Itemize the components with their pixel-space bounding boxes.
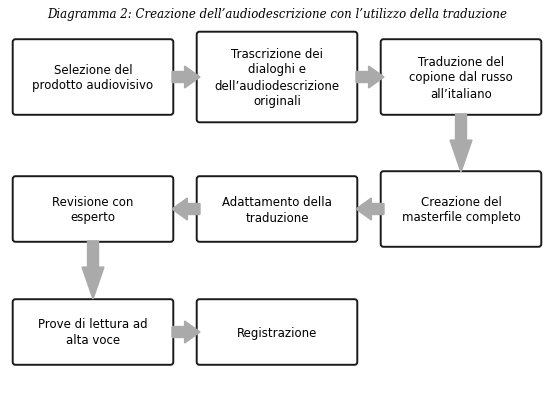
FancyBboxPatch shape xyxy=(381,40,541,115)
FancyBboxPatch shape xyxy=(197,177,357,242)
FancyBboxPatch shape xyxy=(13,177,173,242)
Text: Trascrizione dei
dialoghi e
dell’audiodescrizione
originali: Trascrizione dei dialoghi e dell’audiode… xyxy=(214,47,340,108)
Polygon shape xyxy=(172,67,200,89)
Polygon shape xyxy=(172,321,200,343)
Text: Traduzione del
copione dal russo
all’italiano: Traduzione del copione dal russo all’ita… xyxy=(409,55,513,100)
Polygon shape xyxy=(82,241,104,299)
Polygon shape xyxy=(172,198,200,221)
Text: Registrazione: Registrazione xyxy=(237,326,317,339)
FancyBboxPatch shape xyxy=(13,40,173,115)
Text: Diagramma 2: Creazione dell’audiodescrizione con l’utilizzo della traduzione: Diagramma 2: Creazione dell’audiodescriz… xyxy=(47,8,507,21)
Polygon shape xyxy=(356,198,384,221)
FancyBboxPatch shape xyxy=(381,172,541,247)
FancyBboxPatch shape xyxy=(13,300,173,365)
Polygon shape xyxy=(356,67,384,89)
Polygon shape xyxy=(450,115,472,172)
Text: Revisione con
esperto: Revisione con esperto xyxy=(52,195,134,224)
Text: Adattamento della
traduzione: Adattamento della traduzione xyxy=(222,195,332,224)
Text: Creazione del
masterfile completo: Creazione del masterfile completo xyxy=(402,195,520,224)
FancyBboxPatch shape xyxy=(197,32,357,123)
FancyBboxPatch shape xyxy=(197,300,357,365)
Text: Selezione del
prodotto audiovisivo: Selezione del prodotto audiovisivo xyxy=(33,63,153,92)
Text: Prove di lettura ad
alta voce: Prove di lettura ad alta voce xyxy=(38,318,148,346)
